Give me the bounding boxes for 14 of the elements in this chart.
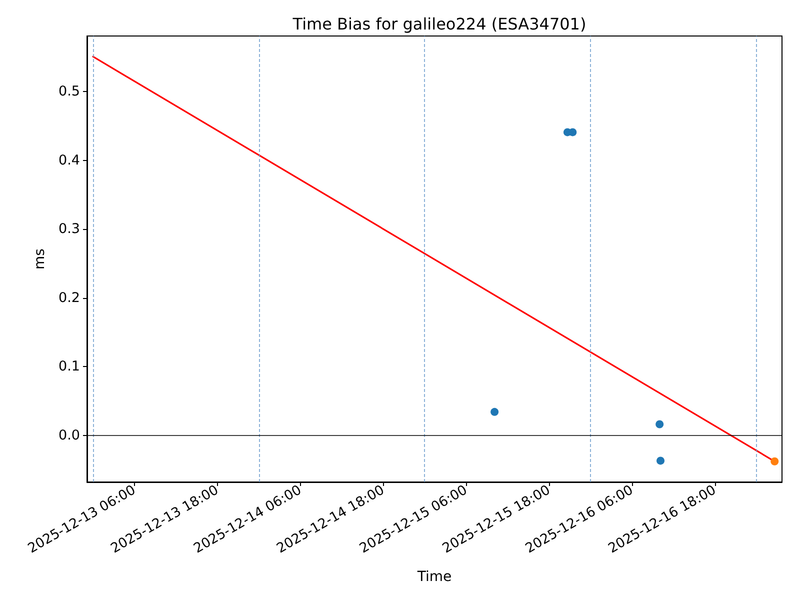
y-tick-label: 0.2 [58, 290, 80, 306]
point [568, 128, 577, 136]
y-tick-label: 0.5 [58, 84, 80, 100]
point [770, 457, 779, 466]
y-tick-label: 0.4 [58, 152, 80, 168]
y-tick-label: 0.0 [58, 427, 80, 444]
chart-title: Time Bias for galileo224 (ESA34701) [292, 14, 586, 34]
point [656, 456, 665, 465]
point [656, 420, 664, 428]
y-axis-title: ms [32, 248, 48, 270]
x-axis-title: Time [416, 569, 452, 585]
y-tick-label: 0.3 [58, 221, 80, 238]
point [490, 408, 499, 416]
y-tick-label: 0.1 [58, 358, 80, 375]
